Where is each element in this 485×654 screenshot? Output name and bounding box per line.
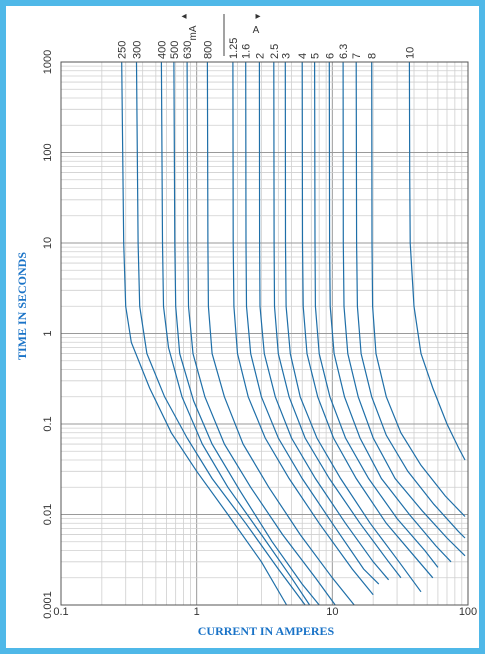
fuse-curve-line xyxy=(160,61,311,606)
fuse-curve-line xyxy=(232,61,374,596)
fuse-curve-line xyxy=(371,61,466,517)
rating-label: 3 xyxy=(280,53,292,59)
y-tick-label: 10 xyxy=(42,237,54,249)
rating-label: 6 xyxy=(324,53,336,59)
y-tick-label: 0.01 xyxy=(42,504,54,525)
fuse-curve-line xyxy=(328,61,452,563)
curves xyxy=(121,61,466,606)
milliamp-unit-label: mA xyxy=(188,25,199,40)
fuse-curve-line xyxy=(135,61,306,606)
rating-label: 500 xyxy=(169,41,181,59)
rating-label: 250 xyxy=(117,41,129,59)
y-tick-label: 0.1 xyxy=(42,416,54,431)
x-tick-label: 10 xyxy=(326,606,338,618)
y-tick-label: 100 xyxy=(42,143,54,161)
rating-label: 10 xyxy=(404,47,416,59)
rating-label: 4 xyxy=(297,53,309,59)
plot-border xyxy=(60,61,469,606)
rating-label: 8 xyxy=(367,53,379,59)
fuse-curve-line xyxy=(258,61,390,581)
fuse-curve-line xyxy=(342,61,466,557)
left-arrow-icon: ◂ xyxy=(181,11,186,22)
y-tick-label: 1 xyxy=(42,330,54,336)
rating-label: 630 xyxy=(182,41,194,59)
rating-label: 2 xyxy=(254,53,266,59)
rating-label: 2.5 xyxy=(269,44,281,59)
fuse-curve-line xyxy=(355,61,466,539)
x-tick-label: 1 xyxy=(194,606,200,618)
fuse-curve-chart: 0.001 0.01 0.1 1 10 100 1000 0.1 1 10 100 250 300 4… xyxy=(15,11,477,638)
amp-unit-label: A xyxy=(253,25,260,36)
fuse-curve-line xyxy=(173,61,320,606)
right-arrow-icon: ▸ xyxy=(255,11,260,22)
fuse-curve-line xyxy=(284,61,422,593)
fuse-curve-line xyxy=(301,61,434,579)
x-tick-labels: 0.1 1 10 100 xyxy=(53,606,477,618)
rating-label: 6.3 xyxy=(338,44,350,59)
rating-label: 5 xyxy=(310,53,322,59)
fuse-curve-line xyxy=(408,61,466,461)
fuse-curve-line xyxy=(121,61,288,606)
rating-labels: 250 300 400 500 630 800 1.25 1.6 2 2.5 3 4 5 6 6.3 7 8 10 xyxy=(117,38,417,59)
rating-label: 300 xyxy=(131,41,143,59)
chart-frame: 0.001 0.01 0.1 1 10 100 1000 0.1 1 10 100 250 300 4… xyxy=(6,6,479,648)
rating-label: 800 xyxy=(202,41,214,59)
rating-label: 7 xyxy=(351,53,363,59)
grid xyxy=(61,62,468,605)
rating-label: 1.25 xyxy=(228,38,240,59)
fuse-curve-line xyxy=(314,61,439,568)
y-tick-labels: 0.001 0.01 0.1 1 10 100 1000 xyxy=(42,50,54,619)
rating-label: 1.6 xyxy=(241,44,253,59)
fuse-curve-line xyxy=(186,61,336,606)
x-tick-label: 100 xyxy=(459,606,477,618)
y-tick-label: 0.001 xyxy=(42,591,54,619)
rating-label: 400 xyxy=(156,41,168,59)
fuse-curve-line xyxy=(273,61,402,579)
fuse-curve-line xyxy=(206,61,355,606)
x-axis-title: CURRENT IN AMPERES xyxy=(198,624,335,638)
y-tick-label: 1000 xyxy=(42,50,54,74)
y-axis-title: TIME IN SECONDS xyxy=(15,252,29,360)
x-tick-label: 0.1 xyxy=(53,606,68,618)
fuse-curve-line xyxy=(245,61,380,585)
